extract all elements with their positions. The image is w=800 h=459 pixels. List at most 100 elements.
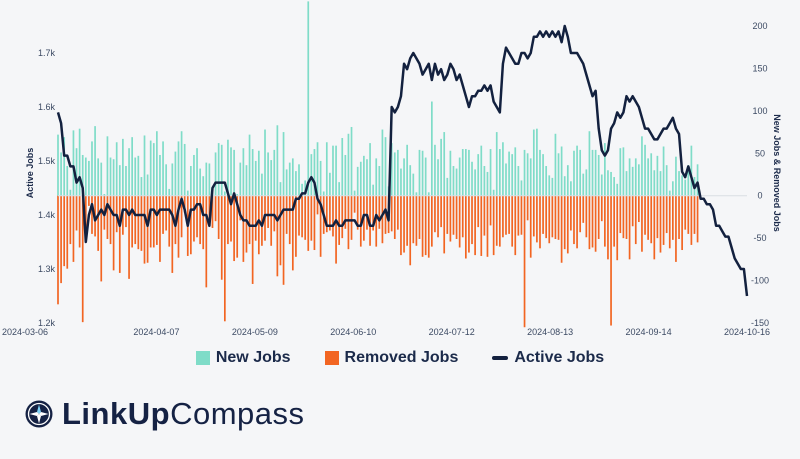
new-jobs-bar <box>171 163 174 196</box>
removed-jobs-bar <box>508 195 510 234</box>
new-jobs-bar <box>251 149 254 196</box>
removed-jobs-bar <box>594 195 597 252</box>
removed-jobs-bar <box>446 195 449 234</box>
new-jobs-bar <box>381 129 384 196</box>
new-jobs-bar <box>270 160 273 196</box>
left-axis-tick-label: 1.3k <box>38 264 56 274</box>
new-jobs-bar <box>190 166 192 196</box>
new-jobs-bar <box>356 166 359 196</box>
removed-jobs-bar <box>276 195 279 277</box>
removed-jobs-bar <box>616 195 619 261</box>
legend-item-active-jobs[interactable]: Active Jobs <box>492 349 604 367</box>
removed-jobs-bar <box>548 195 551 244</box>
new-jobs-bar <box>276 125 279 196</box>
right-axis-ticks: -150 -100 -50 0 50 100 150 200 <box>751 21 769 328</box>
new-jobs-bar <box>366 159 368 196</box>
new-jobs-bar <box>208 163 211 196</box>
new-jobs-bar <box>687 165 690 196</box>
new-jobs-bar <box>84 157 87 196</box>
new-jobs-bar <box>681 175 683 196</box>
removed-jobs-bar <box>678 195 680 239</box>
new-jobs-bar <box>350 126 353 196</box>
new-jobs-bar <box>118 165 121 196</box>
removed-jobs-bar <box>227 195 229 245</box>
removed-jobs-bar <box>285 195 288 234</box>
removed-jobs-bar <box>400 195 402 256</box>
new-jobs-bar <box>335 145 337 196</box>
removed-jobs-bar <box>168 195 171 247</box>
removed-jobs-bar <box>542 195 544 234</box>
new-jobs-bar <box>489 149 492 196</box>
removed-jobs-bar <box>245 195 248 253</box>
new-jobs-bar <box>554 133 557 196</box>
new-jobs-bar <box>162 141 164 196</box>
new-jobs-bar <box>644 144 646 196</box>
new-jobs-bar <box>230 147 232 196</box>
right-axis-tick-label: 150 <box>752 63 767 73</box>
removed-jobs-bar <box>338 195 341 245</box>
right-axis-tick-label: 100 <box>752 106 767 116</box>
removed-jobs-bar <box>109 195 112 245</box>
legend-item-new-jobs[interactable]: New Jobs <box>195 349 291 367</box>
x-axis-tick-label: 2024-03-06 <box>2 327 48 337</box>
removed-jobs-bar <box>282 195 285 285</box>
new-jobs-bar <box>604 143 606 196</box>
new-jobs-bar <box>421 150 424 196</box>
left-axis-tick-label: 1.6k <box>38 102 56 112</box>
new-jobs-bar <box>316 142 319 196</box>
removed-jobs-bar <box>424 195 427 256</box>
left-axis-ticks: 1.2k 1.3k 1.4k 1.5k 1.6k 1.7k <box>38 48 56 328</box>
new-jobs-bar <box>619 148 622 196</box>
new-jobs-bar <box>492 189 495 196</box>
new-jobs-bar <box>301 183 303 196</box>
new-jobs-bar <box>97 158 100 196</box>
new-jobs-bar <box>675 156 677 196</box>
removed-jobs-bar <box>483 195 486 236</box>
removed-jobs-bar <box>165 195 167 231</box>
removed-jobs-bar <box>84 195 87 239</box>
left-axis-tick-label: 1.5k <box>38 156 56 166</box>
removed-jobs-bar <box>288 195 291 245</box>
removed-jobs-bar <box>236 195 239 258</box>
chart: 1.2k 1.3k 1.4k 1.5k 1.6k 1.7k -150 -100 -50 0 50 1… <box>2 1 782 337</box>
new-jobs-bar <box>539 149 541 196</box>
removed-jobs-bar <box>239 195 242 221</box>
new-jobs-bar <box>471 161 473 196</box>
removed-jobs-bar <box>270 195 273 246</box>
new-jobs-bar <box>638 164 640 196</box>
removed-jobs-bar <box>631 195 634 227</box>
left-axis-tick-label: 1.2k <box>38 318 56 328</box>
removed-jobs-bar <box>279 195 282 266</box>
removed-jobs-bar <box>251 195 254 284</box>
removed-jobs-bar <box>298 195 300 236</box>
new-jobs-bar <box>502 142 504 196</box>
new-jobs-bar <box>390 143 393 196</box>
new-jobs-bar <box>205 162 208 196</box>
new-jobs-bar <box>140 177 143 196</box>
removed-jobs-bar <box>585 195 588 238</box>
new-jobs-bar <box>634 158 637 196</box>
legend-item-removed-jobs[interactable]: Removed Jobs <box>324 349 458 367</box>
new-jobs-bar <box>233 149 235 196</box>
removed-jobs-bar <box>591 195 594 248</box>
new-jobs-bar <box>474 169 476 196</box>
new-jobs-bar <box>363 155 365 196</box>
removed-jobs-bar <box>539 195 541 249</box>
removed-jobs-bar <box>690 195 693 245</box>
removed-jobs-bar <box>672 195 674 240</box>
removed-jobs-bar <box>536 195 538 243</box>
new-jobs-bar <box>109 157 112 196</box>
new-jobs-bar <box>94 126 96 196</box>
linkup-compass-logo: LinkUpCompass <box>24 396 305 432</box>
x-axis-tick-label: 2024-05-09 <box>232 327 278 337</box>
removed-jobs-bar <box>69 195 72 245</box>
new-jobs-bar <box>576 145 578 196</box>
removed-jobs-bar <box>199 195 201 245</box>
new-jobs-bar <box>625 171 628 196</box>
removed-jobs-bar <box>372 195 374 231</box>
removed-jobs-bar <box>505 195 507 235</box>
new-jobs-bar <box>291 158 294 196</box>
removed-jobs-bar <box>573 195 575 245</box>
new-jobs-bar <box>480 145 483 196</box>
removed-jobs-bar <box>563 195 566 250</box>
